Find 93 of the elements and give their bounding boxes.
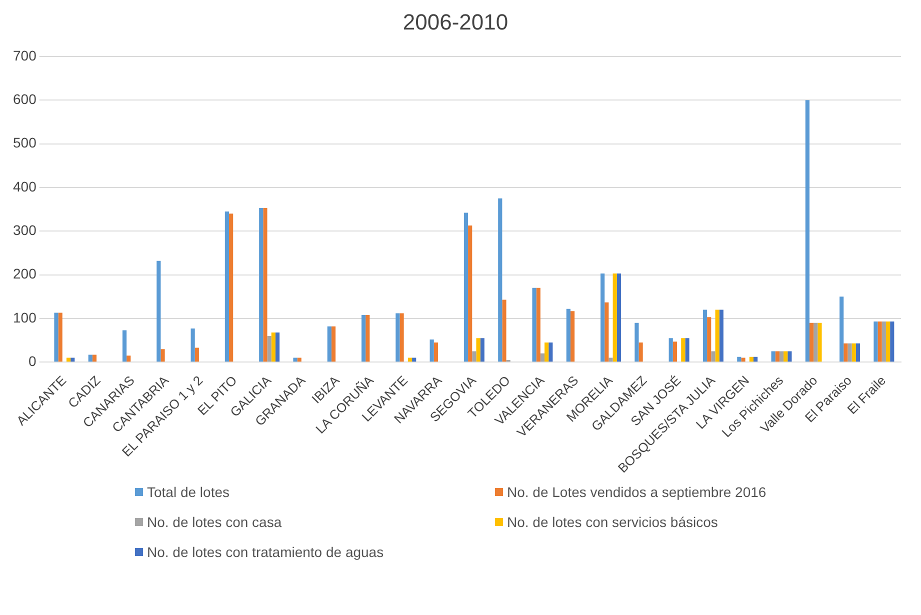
y-tick-label: 700 bbox=[13, 47, 37, 64]
bar bbox=[878, 322, 882, 362]
bar bbox=[715, 310, 720, 362]
bar bbox=[536, 288, 540, 362]
bar bbox=[259, 208, 264, 362]
bar bbox=[400, 313, 404, 362]
y-tick-label: 600 bbox=[13, 90, 37, 107]
bar bbox=[190, 328, 195, 362]
bar bbox=[54, 312, 58, 362]
bar bbox=[874, 322, 878, 362]
bar bbox=[771, 351, 776, 362]
bar bbox=[570, 311, 575, 362]
bar bbox=[890, 322, 894, 362]
bar bbox=[566, 308, 570, 362]
bar bbox=[741, 358, 746, 362]
bar bbox=[532, 288, 536, 362]
bar bbox=[775, 351, 780, 362]
bar bbox=[396, 313, 400, 362]
bar bbox=[271, 332, 276, 362]
bar bbox=[886, 322, 890, 362]
y-tick-label: 200 bbox=[13, 266, 37, 282]
chart-title: 2006-2010 bbox=[402, 9, 508, 34]
bar bbox=[293, 358, 298, 362]
bar bbox=[600, 273, 605, 362]
bar bbox=[707, 317, 712, 362]
bar bbox=[749, 356, 754, 362]
bar bbox=[668, 338, 673, 362]
bar bbox=[711, 351, 716, 362]
bar bbox=[840, 296, 844, 362]
bar bbox=[58, 312, 62, 362]
bar bbox=[848, 343, 852, 362]
bar bbox=[737, 356, 742, 362]
bar bbox=[430, 339, 434, 362]
bar bbox=[224, 211, 230, 362]
bar bbox=[856, 343, 860, 362]
bar bbox=[779, 351, 784, 362]
bar bbox=[194, 348, 199, 362]
legend-label: No. de Lotes vendidos a septiembre 2016 bbox=[507, 484, 766, 500]
bar bbox=[844, 343, 848, 362]
bar bbox=[681, 338, 686, 362]
bar bbox=[366, 314, 370, 362]
bar bbox=[88, 354, 92, 362]
bar bbox=[502, 300, 506, 362]
bar bbox=[719, 310, 724, 362]
bar bbox=[464, 212, 468, 362]
bar bbox=[753, 356, 758, 362]
y-tick-label: 100 bbox=[13, 309, 37, 326]
bar bbox=[92, 354, 97, 362]
bar bbox=[634, 322, 639, 362]
legend-label: No. de lotes con servicios básicos bbox=[507, 514, 718, 530]
bar bbox=[126, 356, 131, 362]
bar bbox=[434, 342, 438, 362]
bar bbox=[498, 198, 502, 362]
bar bbox=[275, 332, 280, 362]
y-tick-label: 500 bbox=[13, 134, 37, 151]
bar bbox=[788, 351, 792, 362]
y-tick-label: 400 bbox=[13, 178, 37, 194]
bar bbox=[702, 310, 708, 362]
bar bbox=[267, 336, 272, 362]
bar bbox=[814, 322, 818, 362]
bar bbox=[160, 349, 165, 362]
bar bbox=[156, 260, 161, 362]
bar bbox=[331, 326, 336, 362]
bar bbox=[362, 314, 366, 362]
bar bbox=[818, 322, 822, 362]
y-tick-label: 300 bbox=[13, 222, 37, 238]
bar bbox=[608, 358, 613, 362]
bar bbox=[548, 342, 553, 362]
bar bbox=[882, 322, 886, 362]
bar bbox=[122, 330, 127, 362]
bar bbox=[480, 338, 484, 362]
bar bbox=[327, 326, 332, 362]
bar bbox=[852, 343, 856, 362]
legend-label: Total de lotes bbox=[147, 484, 230, 500]
bar bbox=[604, 302, 609, 362]
bar bbox=[672, 342, 678, 362]
legend-label: No. de lotes con tratamiento de aguas bbox=[147, 544, 384, 560]
bar bbox=[476, 338, 480, 362]
bar bbox=[809, 322, 814, 362]
bar bbox=[685, 338, 690, 362]
bar bbox=[229, 214, 234, 362]
bar bbox=[263, 208, 268, 362]
bar bbox=[472, 351, 476, 362]
bar bbox=[544, 342, 549, 362]
bar bbox=[616, 273, 622, 362]
y-tick-label: 0 bbox=[28, 353, 37, 370]
bar bbox=[805, 100, 810, 362]
bar bbox=[784, 351, 788, 362]
bar bbox=[638, 342, 643, 362]
legend-label: No. de lotes con casa bbox=[147, 514, 282, 530]
bar bbox=[540, 353, 545, 362]
bar bbox=[468, 225, 472, 362]
bar bbox=[612, 273, 617, 362]
